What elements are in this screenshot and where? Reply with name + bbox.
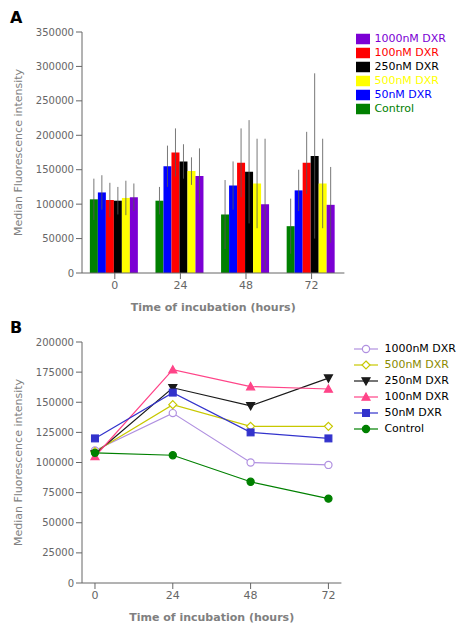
- svg-text:50000: 50000: [42, 233, 74, 244]
- svg-text:125000: 125000: [36, 427, 74, 438]
- html-text:1000nM DXR: 1000nM DXR: [384, 342, 456, 355]
- html-text:Control: Control: [384, 422, 425, 435]
- svg-text:50000: 50000: [42, 517, 74, 528]
- svg-text:0: 0: [68, 578, 74, 589]
- svg-text:Time of incubation (hours): Time of incubation (hours): [129, 611, 294, 624]
- svg-text:200000: 200000: [36, 130, 74, 141]
- svg-text:300000: 300000: [36, 61, 74, 72]
- html-text:100nM DXR: 100nM DXR: [374, 46, 439, 59]
- html-text:500nM DXR: 500nM DXR: [384, 358, 449, 371]
- html-text:50nM DXR: 50nM DXR: [384, 406, 442, 419]
- svg-text:0: 0: [91, 589, 98, 602]
- svg-text:48: 48: [244, 589, 258, 602]
- svg-text:Median Fluorescence intensity: Median Fluorescence intensity: [12, 68, 25, 236]
- html-text:A: A: [10, 8, 23, 27]
- svg-text:24: 24: [173, 279, 187, 292]
- svg-text:72: 72: [321, 589, 335, 602]
- svg-text:24: 24: [166, 589, 180, 602]
- svg-text:Time of incubation (hours): Time of incubation (hours): [131, 301, 296, 314]
- html-text:1000nM DXR: 1000nM DXR: [374, 32, 446, 45]
- svg-text:175000: 175000: [36, 367, 74, 378]
- svg-text:0: 0: [68, 268, 74, 279]
- html-text:500nM DXR: 500nM DXR: [374, 74, 439, 87]
- svg-text:100000: 100000: [36, 199, 74, 210]
- svg-text:150000: 150000: [36, 164, 74, 175]
- svg-text:75000: 75000: [42, 487, 74, 498]
- svg-text:150000: 150000: [36, 397, 74, 408]
- html-text:250nM DXR: 250nM DXR: [374, 60, 439, 73]
- svg-text:25000: 25000: [42, 547, 74, 558]
- svg-text:Median Fluorescence intensity: Median Fluorescence intensity: [12, 378, 25, 546]
- html-text:Control: Control: [374, 102, 415, 115]
- svg-text:0: 0: [111, 279, 118, 292]
- html-text:B: B: [10, 318, 23, 337]
- html-text:50nM DXR: 50nM DXR: [374, 88, 432, 101]
- html-text:100nM DXR: 100nM DXR: [384, 390, 449, 403]
- svg-text:100000: 100000: [36, 457, 74, 468]
- svg-text:72: 72: [305, 279, 319, 292]
- svg-text:350000: 350000: [36, 27, 74, 38]
- svg-text:200000: 200000: [36, 337, 74, 348]
- svg-text:48: 48: [239, 279, 253, 292]
- html-text:250nM DXR: 250nM DXR: [384, 374, 449, 387]
- svg-text:250000: 250000: [36, 95, 74, 106]
